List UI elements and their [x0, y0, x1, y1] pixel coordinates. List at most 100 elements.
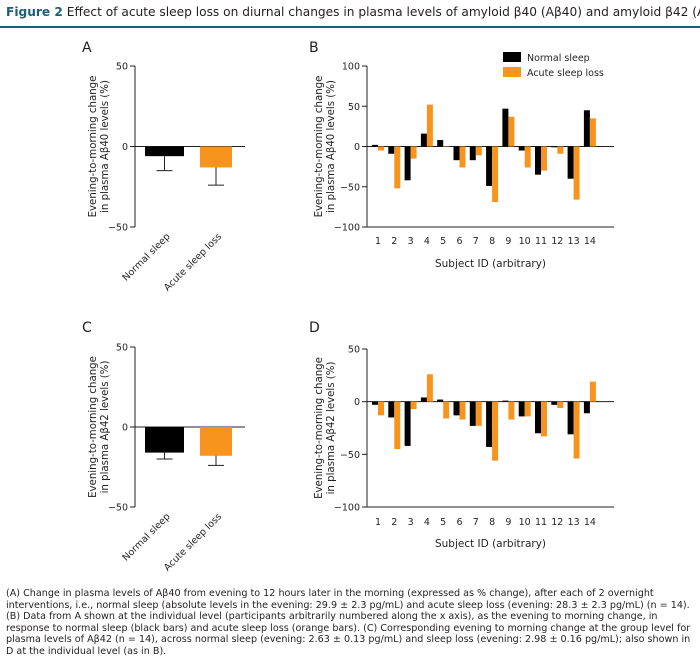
x-tick-label-B: 5 [440, 236, 446, 247]
bar-D-acute-sleep-loss [492, 401, 499, 461]
bar-D-acute-sleep-loss [508, 401, 515, 420]
x-tick-label-D: 14 [584, 517, 596, 528]
x-tick-label-B: 8 [489, 236, 495, 247]
x-tick-label-B: 4 [424, 236, 430, 247]
x-tick-label-B: 1 [375, 236, 381, 247]
bar-B-acute-sleep-loss [378, 146, 384, 151]
bar-D-normal-sleep [437, 399, 444, 402]
bar-B-normal-sleep [535, 146, 541, 175]
x-tick-label-B: 12 [551, 236, 563, 247]
bar-C-normal-sleep [145, 427, 184, 453]
bar-B-acute-sleep-loss [541, 146, 547, 171]
bar-B-normal-sleep [567, 146, 574, 179]
y-tick-label-C: 0 [122, 423, 128, 434]
x-tick-label-B: 14 [584, 236, 596, 247]
y-axis-label-A: Evening-to-morning change [88, 76, 99, 218]
bar-B-acute-sleep-loss [394, 146, 401, 189]
y-axis-label-C-line2: in plasma Aβ42 levels (%) [100, 361, 111, 494]
bar-D-acute-sleep-loss [524, 401, 531, 417]
figure-header: Figure 2 Effect of acute sleep loss on d… [0, 0, 700, 28]
bar-D-acute-sleep-loss [557, 401, 564, 408]
legend-swatch-acute-sleep-loss [503, 67, 521, 77]
x-tick-label-D: 7 [473, 517, 479, 528]
y-tick-label-C: 50 [116, 343, 128, 354]
x-tick-label-D: 13 [568, 517, 580, 528]
y-axis-label-D-line2: in plasma Aβ42 levels (%) [326, 362, 337, 495]
y-axis-label-B-line2: in plasma Aβ40 levels (%) [326, 80, 337, 213]
x-tick-label-D: 12 [551, 517, 563, 528]
y-tick-label-B: −50 [340, 182, 360, 193]
bar-B-acute-sleep-loss [443, 146, 450, 147]
y-axis-label-A-line2: in plasma Aβ40 levels (%) [100, 80, 111, 213]
x-axis-label-B: Subject ID (arbitrary) [435, 258, 546, 270]
bar-D-normal-sleep [518, 401, 525, 417]
bar-D-normal-sleep [486, 401, 493, 447]
x-tick-label-D: 11 [535, 517, 547, 528]
bar-D-acute-sleep-loss [378, 401, 384, 416]
bar-D-acute-sleep-loss [394, 401, 401, 450]
bar-D-acute-sleep-loss [426, 374, 433, 402]
bar-A-acute-sleep-loss [200, 146, 232, 168]
x-category-label-A: Acute sleep loss [162, 231, 224, 293]
panel-letter-B: B [309, 40, 319, 56]
y-tick-label-B: 100 [342, 62, 360, 73]
figure-label: Figure 2 [6, 5, 63, 19]
bar-B-normal-sleep [518, 146, 525, 151]
figure-title: Figure 2 Effect of acute sleep loss on d… [6, 5, 700, 19]
x-tick-label-B: 2 [391, 236, 397, 247]
bar-B-acute-sleep-loss [508, 116, 515, 147]
x-tick-label-B: 6 [456, 236, 462, 247]
bar-D-normal-sleep [551, 401, 558, 405]
bar-D-acute-sleep-loss [573, 401, 580, 459]
y-tick-label-A: −50 [108, 223, 128, 234]
y-tick-label-B: 50 [348, 102, 360, 113]
x-category-label-C: Normal sleep [121, 511, 173, 563]
x-category-label-A: Normal sleep [121, 231, 173, 283]
bar-D-acute-sleep-loss [475, 401, 482, 426]
legend-label-acute-sleep-loss: Acute sleep loss [527, 68, 604, 79]
panel-letter-D: D [309, 320, 320, 336]
figure-caption: (A) Change in plasma levels of Aβ40 from… [6, 588, 691, 657]
bar-B-acute-sleep-loss [410, 146, 417, 159]
x-tick-label-B: 7 [473, 236, 479, 247]
y-tick-label-C: −50 [108, 503, 128, 514]
bar-D-acute-sleep-loss [459, 401, 466, 420]
bar-B-acute-sleep-loss [557, 146, 564, 154]
y-tick-label-D: −50 [340, 450, 360, 461]
bar-D-normal-sleep [453, 401, 460, 416]
y-tick-label-A: 0 [122, 142, 128, 153]
x-tick-label-D: 9 [505, 517, 511, 528]
bar-D-acute-sleep-loss [443, 401, 450, 419]
bar-B-normal-sleep [502, 108, 509, 147]
y-tick-label-D: −100 [334, 503, 360, 514]
bar-B-acute-sleep-loss [426, 104, 433, 147]
bar-B-normal-sleep [551, 146, 558, 148]
bar-B-acute-sleep-loss [459, 146, 466, 168]
x-tick-label-B: 11 [535, 236, 547, 247]
bar-B-normal-sleep [469, 146, 476, 161]
bar-B-acute-sleep-loss [589, 118, 596, 147]
x-axis-label-D: Subject ID (arbitrary) [435, 538, 546, 550]
y-axis-label-D: Evening-to-morning change [314, 357, 325, 499]
x-tick-label-B: 3 [408, 236, 414, 247]
bar-D-acute-sleep-loss [410, 401, 417, 410]
panel-letter-A: A [82, 40, 92, 56]
bar-D-normal-sleep [420, 397, 427, 402]
bar-B-acute-sleep-loss [524, 146, 531, 168]
y-tick-label-D: 0 [354, 397, 360, 408]
y-tick-label-D: 50 [348, 345, 360, 356]
bar-B-normal-sleep [486, 146, 493, 186]
bar-D-normal-sleep [469, 401, 476, 426]
x-tick-label-D: 3 [408, 517, 414, 528]
y-tick-label-A: 50 [116, 62, 128, 73]
y-axis-label-B: Evening-to-morning change [314, 76, 325, 218]
x-tick-label-B: 9 [505, 236, 511, 247]
bar-D-normal-sleep [583, 401, 590, 414]
bar-D-normal-sleep [535, 401, 541, 434]
y-tick-label-B: −100 [334, 223, 360, 234]
bar-B-acute-sleep-loss [492, 146, 499, 203]
bar-D-normal-sleep [502, 400, 509, 402]
panel-letter-C: C [82, 320, 92, 336]
bar-B-acute-sleep-loss [573, 146, 580, 200]
x-category-label-C: Acute sleep loss [162, 511, 224, 573]
